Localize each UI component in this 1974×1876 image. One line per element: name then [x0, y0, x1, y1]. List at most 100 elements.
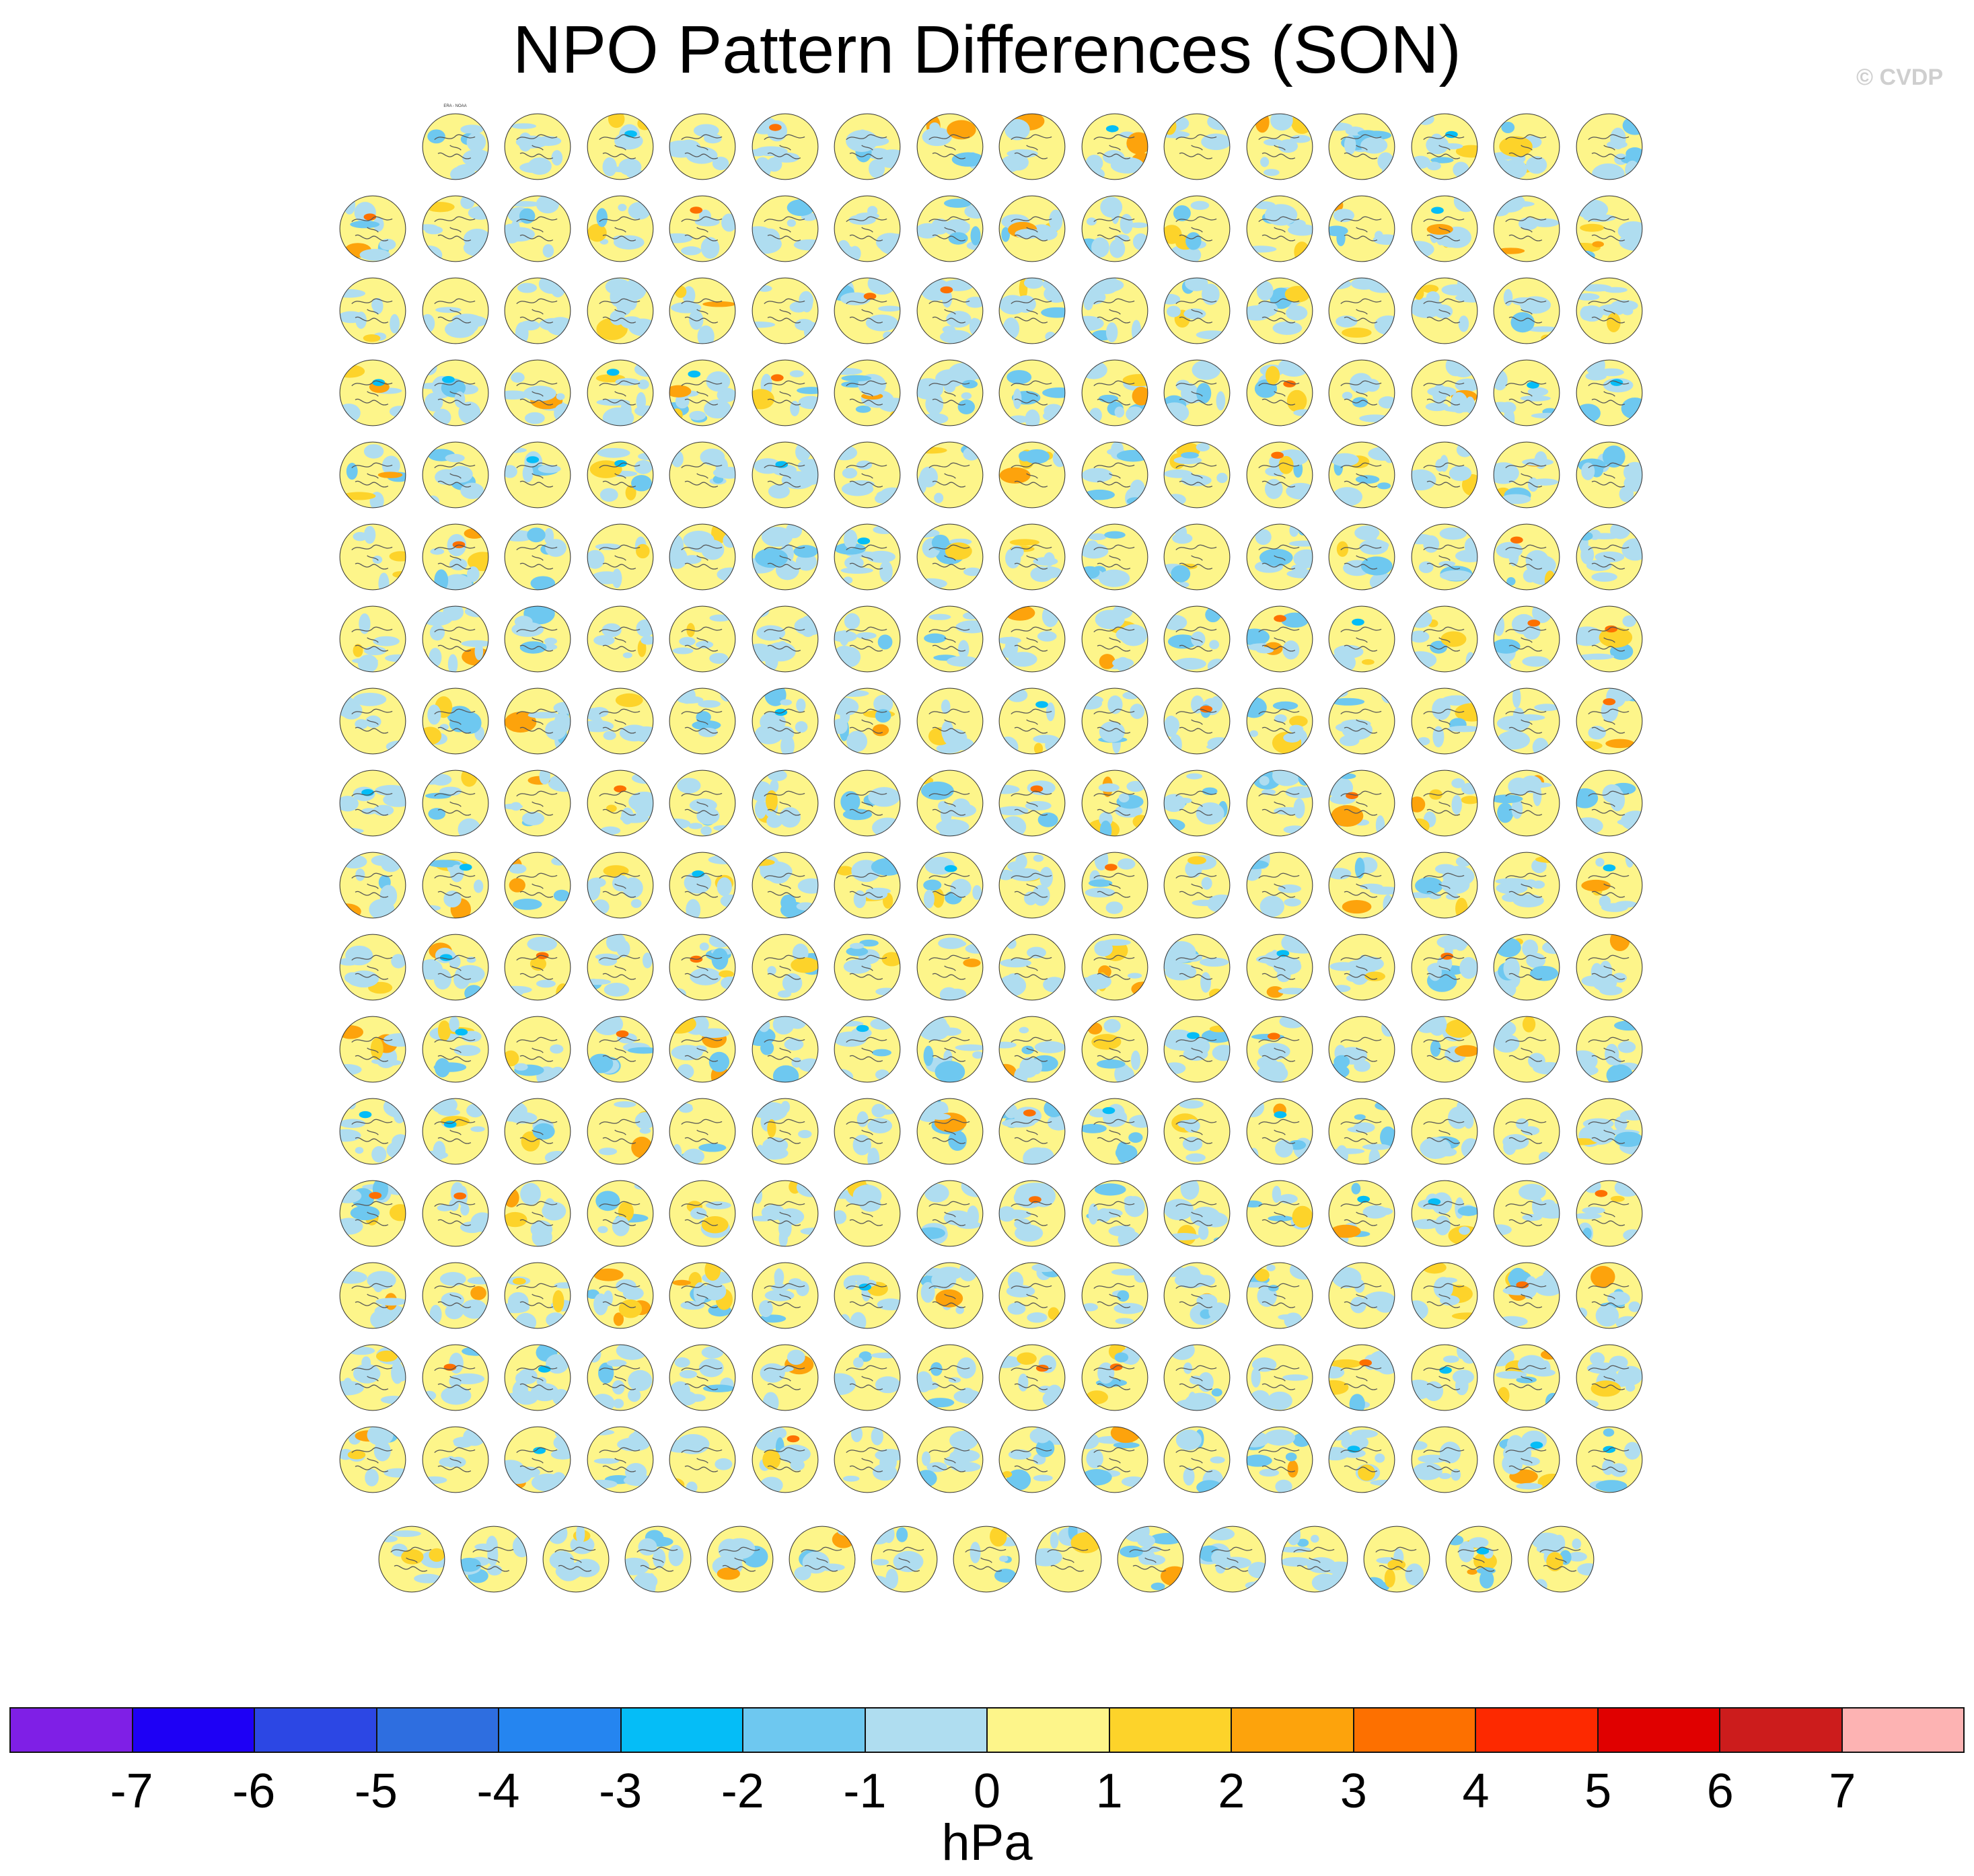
- map-panel: [1410, 842, 1479, 920]
- map-panel: [750, 760, 820, 838]
- colorbar: [9, 1707, 1965, 1753]
- polar-map: [1493, 1426, 1560, 1493]
- polar-map: [504, 852, 571, 919]
- map-panel: [585, 1335, 655, 1413]
- map-panel: [1410, 186, 1479, 264]
- polar-map: [1493, 1344, 1560, 1411]
- polar-map: [1163, 195, 1231, 262]
- map-panel: [1162, 596, 1232, 674]
- map-panel: [623, 1516, 693, 1594]
- polar-map: [587, 1344, 653, 1411]
- colorbar-tick-label: 7: [1829, 1764, 1856, 1818]
- map-panel: [338, 1170, 408, 1248]
- polar-map: [752, 1180, 818, 1247]
- map-panel: [997, 350, 1067, 428]
- polar-map: [1411, 852, 1477, 919]
- polar-map: [422, 1426, 488, 1493]
- polar-map: [339, 359, 406, 426]
- map-panel: [1492, 1417, 1562, 1495]
- map-panel: [585, 1417, 655, 1495]
- map-panel: [915, 514, 985, 592]
- polar-map: [916, 1016, 983, 1083]
- polar-map: [1163, 359, 1231, 426]
- map-panel: [338, 1006, 408, 1084]
- map-panel: [421, 514, 490, 592]
- map-panel: [1410, 104, 1479, 182]
- map-panel: [338, 350, 408, 428]
- map-panel: [1245, 514, 1315, 592]
- polar-map: [998, 113, 1066, 180]
- polar-map: [1576, 1098, 1642, 1165]
- polar-map: [669, 441, 736, 509]
- colorbar-tick-label: 5: [1584, 1764, 1612, 1818]
- polar-map: [1576, 1262, 1642, 1329]
- polar-map: [1576, 113, 1642, 180]
- polar-map: [916, 852, 983, 919]
- map-panel: [750, 842, 820, 920]
- polar-map: [1411, 1016, 1477, 1083]
- polar-map: [1576, 1016, 1642, 1083]
- polar-map: [422, 523, 488, 591]
- colorbar-tick-label: -1: [843, 1764, 887, 1818]
- map-panel: [915, 104, 985, 182]
- polar-map: [669, 1426, 736, 1493]
- map-panel: [1245, 1252, 1315, 1330]
- polar-map: [1411, 523, 1477, 591]
- polar-map: [834, 195, 901, 262]
- polar-map: [834, 113, 901, 180]
- map-panel: [1574, 1252, 1644, 1330]
- polar-map: [504, 1180, 571, 1247]
- map-panel: [1327, 1417, 1397, 1495]
- polar-map: [1576, 687, 1642, 755]
- map-panel: [1492, 186, 1562, 264]
- polar-map: [669, 1262, 736, 1329]
- polar-map: [998, 441, 1066, 509]
- map-panel: [869, 1516, 939, 1594]
- colorbar-tick-label: 3: [1340, 1764, 1367, 1818]
- map-panel: [1245, 1335, 1315, 1413]
- polar-map: [1081, 359, 1148, 426]
- polar-map: [587, 770, 653, 837]
- map-panel: [503, 760, 573, 838]
- polar-map: [752, 1426, 818, 1493]
- map-panel: [1574, 1417, 1644, 1495]
- polar-map: [1411, 195, 1477, 262]
- map-panel: [832, 1417, 902, 1495]
- polar-map: [422, 687, 488, 755]
- map-panel: [1327, 842, 1397, 920]
- colorbar-box: [1109, 1709, 1232, 1752]
- polar-map: [422, 359, 488, 426]
- map-panel: [832, 432, 902, 510]
- polar-map: [1576, 605, 1642, 673]
- polar-map: [669, 687, 736, 755]
- map-panel: [585, 1170, 655, 1248]
- map-panel: [1245, 1088, 1315, 1166]
- polar-map: [1246, 1426, 1313, 1493]
- map-panel: [1080, 350, 1150, 428]
- polar-map: [1081, 852, 1148, 919]
- polar-map: [998, 770, 1066, 837]
- map-panel: [1492, 842, 1562, 920]
- map-panel: [832, 760, 902, 838]
- map-panel: [503, 924, 573, 1002]
- map-panel: [1245, 760, 1315, 838]
- map-panel: [997, 1252, 1067, 1330]
- map-panel: [1080, 186, 1150, 264]
- map-panel: [667, 350, 737, 428]
- map-panel: [1080, 924, 1150, 1002]
- map-panel: [1033, 1516, 1103, 1594]
- polar-map: [1081, 770, 1148, 837]
- polar-map: [504, 605, 571, 673]
- polar-map: [1493, 934, 1560, 1001]
- polar-map: [752, 195, 818, 262]
- polar-map: [1081, 1426, 1148, 1493]
- polar-map: [669, 770, 736, 837]
- polar-map: [834, 1262, 901, 1329]
- map-panel: [338, 432, 408, 510]
- map-panel: [997, 1417, 1067, 1495]
- polar-map: [422, 1180, 488, 1247]
- map-panel: [1574, 104, 1644, 182]
- colorbar-tick-label: 4: [1462, 1764, 1490, 1818]
- map-panel: [1162, 1417, 1232, 1495]
- map-panel: [1492, 514, 1562, 592]
